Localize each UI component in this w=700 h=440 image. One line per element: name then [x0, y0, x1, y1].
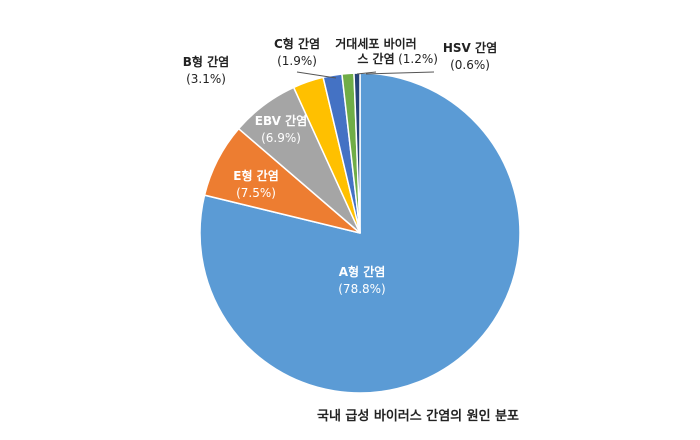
slice-value-label: (3.1%) [186, 72, 226, 86]
slice-name-label: EBV 간염 [255, 113, 307, 128]
slice-name-label: B형 간염 [183, 54, 229, 69]
slice-name-label: E형 간염 [233, 168, 279, 183]
slice-value-label: (1.2%) [398, 52, 438, 66]
slice-name-label: A형 간염 [339, 264, 386, 279]
pie-slices [199, 72, 521, 394]
leader-line [365, 71, 435, 75]
slice-value-label: (78.8%) [338, 282, 385, 296]
slice-name-label: C형 간염 [274, 36, 320, 51]
leader-lines [296, 71, 435, 79]
leader-line [296, 71, 337, 79]
slice-value-label: (0.6%) [450, 58, 490, 72]
slice-name-label: 스 간염 [357, 51, 394, 66]
slice-value-label: (6.9%) [261, 131, 301, 145]
slice-value-label: (7.5%) [236, 186, 276, 200]
slice-name-label: 거대세포 바이러 [335, 36, 416, 51]
slice-labels: A형 간염 (78.8%) E형 간염 (7.5%) EBV 간염 (6.9%) B형 간염… [183, 36, 497, 296]
slice-value-label: (1.9%) [277, 54, 317, 68]
chart-title: 국내 급성 바이러스 간염의 원인 분포 [317, 408, 519, 424]
pie-slice-7 [353, 72, 361, 234]
slice-name-label: HSV 간염 [443, 40, 497, 55]
leader-line [356, 71, 377, 75]
